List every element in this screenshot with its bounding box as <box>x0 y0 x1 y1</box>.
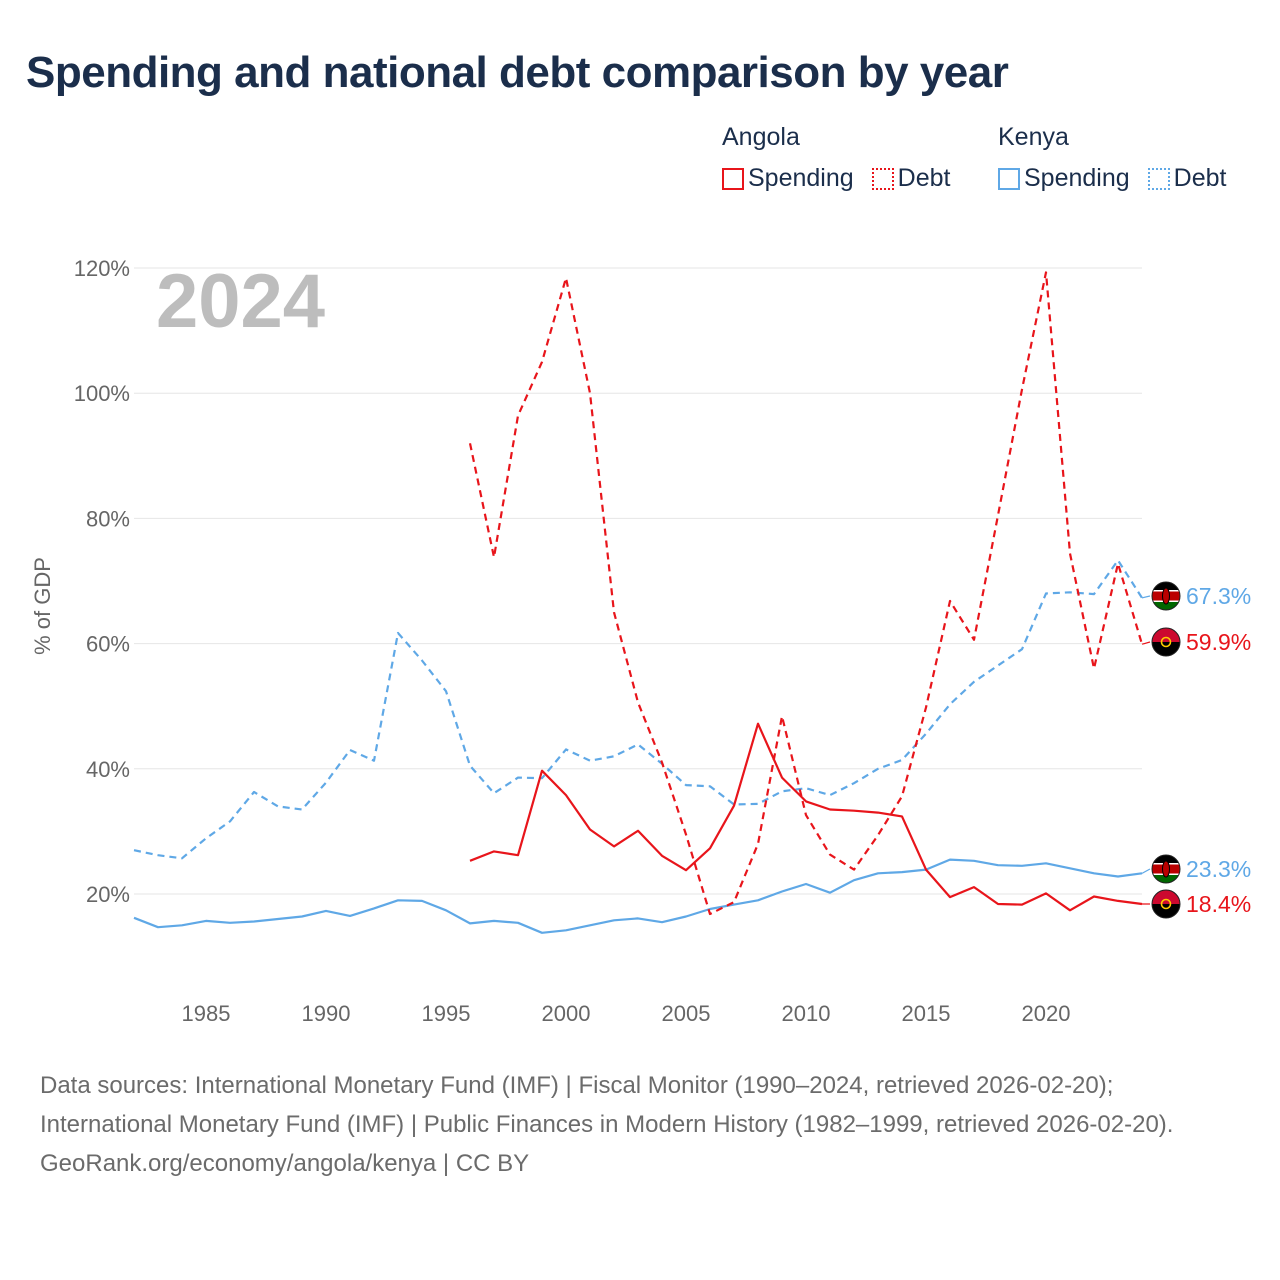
angola-debt-line[interactable] <box>468 271 1144 916</box>
angola-flag-icon <box>1151 627 1181 657</box>
kenya-spending-line[interactable] <box>133 858 1143 934</box>
legend-kenya-spending-label: Spending <box>1024 164 1130 192</box>
kenya_spending-label: 23.3% <box>1186 856 1251 882</box>
y-axis-ticks: 20% 40% 60% 80% 100% 120% <box>74 256 130 907</box>
legend-angola-spending-swatch <box>722 167 744 190</box>
legend-kenya-spending[interactable]: Spending <box>998 164 1130 193</box>
year-watermark: 2024 <box>156 259 326 344</box>
end-labels: 67.3% 59.9% 23.3% 18.4% <box>1141 581 1251 919</box>
legend-kenya-debt-swatch <box>1147 167 1170 190</box>
line-chart: 20% 40% 60% 80% 100% 120% 1985 1990 1995 2000 200… <box>30 256 1251 1026</box>
kenya_debt-label: 67.3% <box>1186 583 1251 609</box>
angola_debt-connector <box>1141 641 1151 645</box>
y-axis-label: % of GDP <box>30 557 55 655</box>
y-tick-label: 60% <box>86 632 130 657</box>
legend-kenya-title: Kenya <box>998 123 1069 151</box>
legend-angola-debt-label: Debt <box>897 164 951 192</box>
series-lines <box>133 271 1144 934</box>
angola-flag-icon <box>1151 889 1181 919</box>
angola_debt-label: 59.9% <box>1186 629 1251 655</box>
kenya_spending-connector <box>1141 868 1151 874</box>
kenya_debt-connector <box>1141 595 1151 599</box>
x-tick-label: 1990 <box>302 1001 351 1026</box>
legend-angola-debt-swatch <box>871 167 894 190</box>
data-sources: Data sources: International Monetary Fun… <box>40 1072 1174 1138</box>
footer: Data sources: International Monetary Fun… <box>40 1066 1240 1183</box>
y-tick-label: 40% <box>86 757 130 782</box>
x-tick-label: 2020 <box>1022 1001 1071 1026</box>
x-tick-label: 1995 <box>422 1001 471 1026</box>
credit-link[interactable]: GeoRank.org/economy/angola/kenya | CC BY <box>40 1150 530 1177</box>
y-tick-label: 20% <box>86 882 130 907</box>
y-tick-label: 80% <box>86 506 130 531</box>
y-tick-label: 120% <box>74 256 130 281</box>
legend-angola-spending[interactable]: Spending <box>722 164 854 193</box>
angola-spending-line[interactable] <box>469 722 1143 912</box>
gridlines <box>134 267 1142 895</box>
kenya-flag-icon <box>1151 581 1181 611</box>
legend-kenya-spending-swatch <box>998 167 1020 190</box>
x-tick-label: 2010 <box>782 1001 831 1026</box>
y-tick-label: 100% <box>74 381 130 406</box>
x-tick-label: 1985 <box>182 1001 231 1026</box>
legend-kenya-debt[interactable]: Debt <box>1147 164 1227 193</box>
x-tick-label: 2005 <box>662 1001 711 1026</box>
x-tick-label: 2015 <box>902 1001 951 1026</box>
kenya-flag-icon <box>1151 854 1181 884</box>
legend-angola-title: Angola <box>722 123 800 151</box>
kenya-debt-line[interactable] <box>133 559 1143 860</box>
legend-angola-debt[interactable]: Debt <box>871 164 951 193</box>
legend-angola: Angola Spending Debt <box>722 122 950 193</box>
legend-kenya-debt-label: Debt <box>1173 164 1227 192</box>
legend-kenya: Kenya Spending Debt <box>998 122 1226 193</box>
angola_spending-label: 18.4% <box>1186 891 1251 917</box>
x-axis-ticks: 1985 1990 1995 2000 2005 2010 2015 2020 <box>182 1001 1071 1026</box>
legend-angola-spending-label: Spending <box>748 164 854 192</box>
chart-title: Spending and national debt comparison by… <box>26 48 1009 97</box>
x-tick-label: 2000 <box>542 1001 591 1026</box>
